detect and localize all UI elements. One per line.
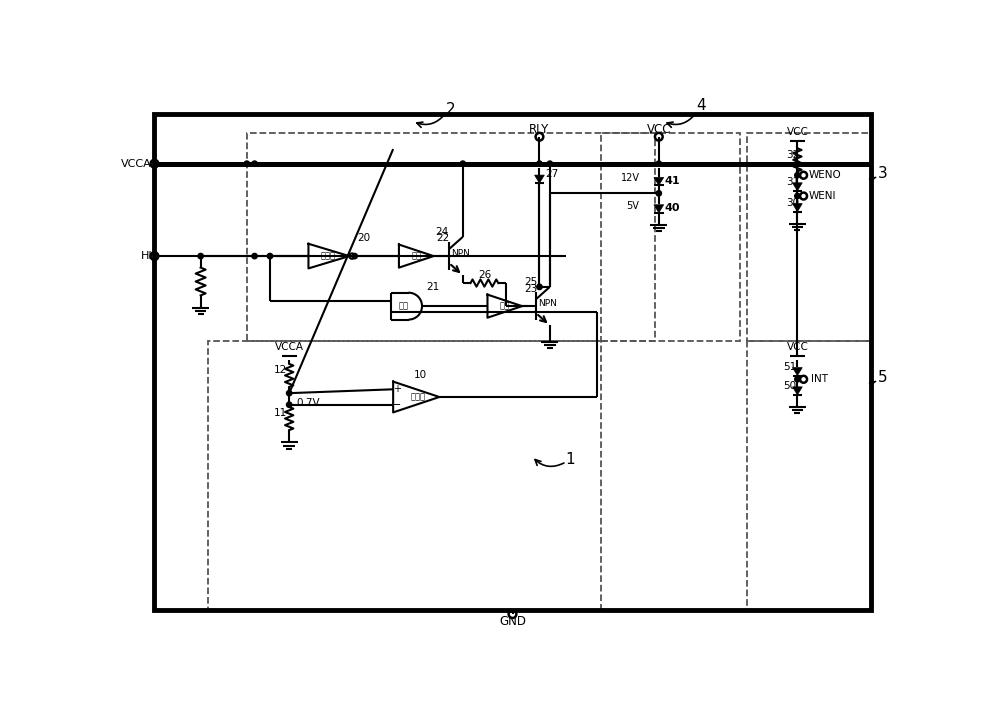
- Circle shape: [537, 284, 542, 289]
- Text: +: +: [393, 384, 401, 394]
- Text: 驱动: 驱动: [411, 251, 421, 261]
- Circle shape: [287, 402, 292, 407]
- Polygon shape: [793, 387, 802, 395]
- Text: 22: 22: [436, 233, 449, 243]
- Text: 50: 50: [784, 382, 797, 392]
- Text: VCCA: VCCA: [275, 342, 304, 352]
- Text: 0.7V: 0.7V: [297, 398, 320, 408]
- Text: 驱动: 驱动: [500, 301, 510, 311]
- Text: 4: 4: [696, 98, 706, 113]
- Text: 51: 51: [784, 362, 797, 372]
- Text: 26: 26: [478, 270, 491, 280]
- Text: 20: 20: [357, 233, 370, 243]
- Polygon shape: [793, 203, 802, 211]
- Text: 27: 27: [545, 169, 558, 179]
- Text: 41: 41: [664, 175, 680, 185]
- Text: 5: 5: [878, 369, 888, 384]
- Circle shape: [547, 161, 553, 166]
- Text: 比较器: 比较器: [410, 392, 425, 402]
- Circle shape: [795, 161, 800, 166]
- Text: 5V: 5V: [627, 200, 640, 211]
- Text: INT: INT: [811, 374, 828, 384]
- Text: 24: 24: [435, 226, 448, 236]
- Text: 反相器: 反相器: [320, 251, 335, 261]
- Circle shape: [287, 390, 292, 396]
- Text: 21: 21: [427, 281, 440, 291]
- Circle shape: [252, 161, 257, 166]
- Polygon shape: [793, 183, 802, 190]
- Text: VCC: VCC: [786, 127, 808, 137]
- Circle shape: [537, 161, 542, 166]
- Circle shape: [244, 161, 250, 166]
- Circle shape: [198, 253, 203, 258]
- Text: −: −: [392, 400, 402, 410]
- Text: 2: 2: [446, 102, 456, 117]
- Text: WENO: WENO: [809, 170, 842, 180]
- Circle shape: [656, 161, 661, 166]
- Text: 与门: 与门: [399, 301, 409, 311]
- Text: 23: 23: [524, 284, 538, 294]
- Circle shape: [352, 253, 357, 258]
- Text: VCC: VCC: [786, 342, 808, 352]
- Text: NPN: NPN: [451, 248, 470, 258]
- Text: 40: 40: [664, 203, 680, 213]
- Text: GND: GND: [499, 615, 526, 629]
- Circle shape: [460, 161, 466, 166]
- Text: HI: HI: [141, 251, 152, 261]
- Text: 11: 11: [274, 408, 287, 418]
- Text: 30: 30: [786, 198, 799, 208]
- Circle shape: [252, 253, 257, 258]
- Circle shape: [795, 173, 800, 178]
- Text: 12: 12: [274, 365, 287, 375]
- Text: VCCA: VCCA: [121, 159, 152, 169]
- Polygon shape: [535, 175, 544, 183]
- Text: 10: 10: [414, 369, 427, 379]
- Text: NPN: NPN: [538, 299, 557, 308]
- Text: 32: 32: [786, 150, 799, 160]
- Polygon shape: [654, 205, 664, 213]
- Text: VCC: VCC: [647, 122, 671, 135]
- Circle shape: [795, 193, 800, 199]
- Text: 12V: 12V: [621, 173, 640, 183]
- Polygon shape: [654, 178, 664, 185]
- Polygon shape: [793, 367, 802, 376]
- Circle shape: [656, 190, 661, 196]
- Text: RLY: RLY: [529, 122, 550, 135]
- Text: WENI: WENI: [809, 191, 836, 201]
- Circle shape: [267, 253, 273, 258]
- Text: 1: 1: [565, 452, 575, 467]
- Text: 31: 31: [786, 178, 799, 188]
- Text: 3: 3: [878, 165, 888, 180]
- Text: 25: 25: [524, 276, 538, 286]
- Circle shape: [795, 377, 800, 382]
